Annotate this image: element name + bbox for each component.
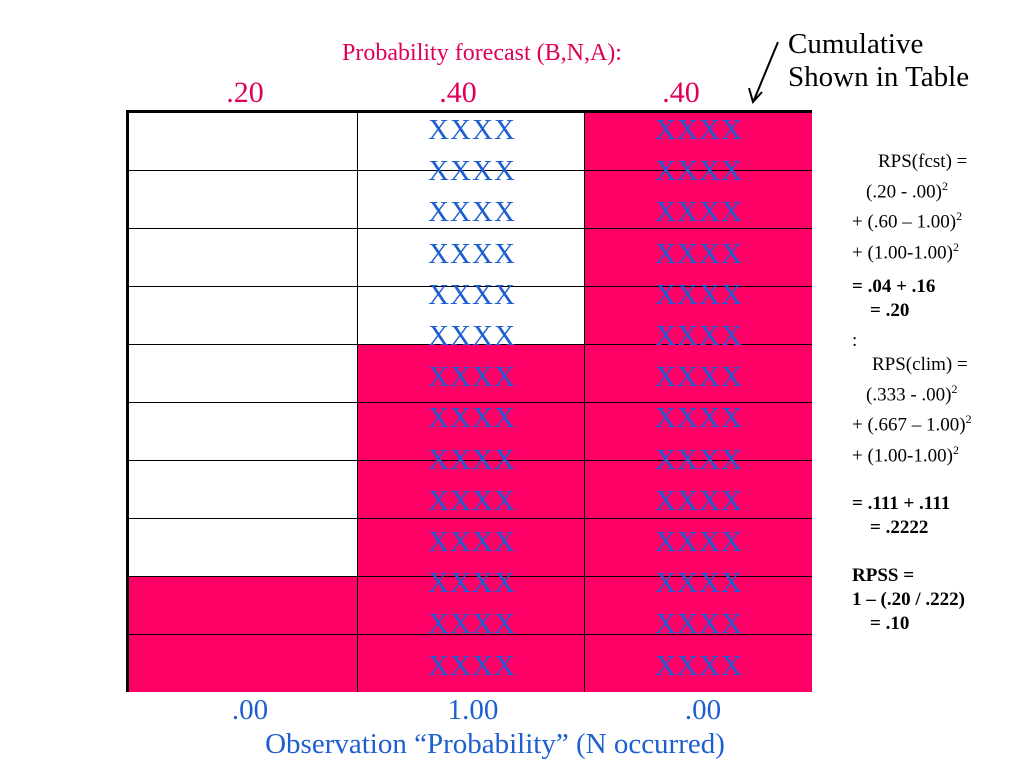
rps-clim-heading: RPS(clim) = (872, 353, 968, 375)
x-mark: XXXX (655, 278, 743, 311)
table-cell-filled (585, 461, 812, 519)
x-mark: XXXX (428, 196, 516, 229)
observation-value-b: .00 (231, 694, 269, 726)
table-cell (358, 113, 585, 171)
x-mark: XXXX (428, 608, 516, 641)
table-cell (129, 113, 358, 171)
x-mark: XXXX (655, 484, 743, 517)
x-mark: XXXX (428, 320, 516, 352)
rps-clim-term-2: + (.667 – 1.00)2 (852, 412, 972, 436)
x-mark: XXXX (655, 237, 743, 270)
x-mark: XXXX (428, 278, 516, 311)
table-cell (358, 171, 585, 229)
table-cell-filled (129, 577, 358, 635)
rps-clim-term-1: (.333 - .00)2 (866, 381, 958, 406)
cumulative-probability-table: XXXX XXXX XXXX XXXX XXXX XXXX XXXX XXXX XXXX XXXX… (126, 110, 812, 692)
table-cell-filled (358, 345, 585, 403)
observation-value-a: .00 (684, 694, 722, 726)
x-mark: XXXX (655, 608, 743, 641)
table-cell-filled (585, 113, 812, 171)
table-cell (129, 171, 358, 229)
x-mark: XXXX (655, 361, 743, 394)
cumulative-note: Cumulative Shown in Table (788, 28, 969, 94)
x-mark: XXXX (655, 155, 743, 188)
rps-calculation: RPS(fcst) = (.20 - .00)2 + (.60 – 1.00)2… (852, 150, 1022, 636)
x-mark: XXXX (655, 402, 743, 435)
table-cell-filled (585, 577, 812, 635)
forecast-value-n: .40 (439, 76, 477, 109)
x-mark: XXXX (428, 237, 516, 270)
x-mark: XXXX (655, 196, 743, 229)
rps-clim-result: = .2222 (870, 516, 929, 538)
rps-fcst-term-2: + (.60 – 1.00)2 (852, 209, 963, 233)
x-mark: XXXX (655, 649, 743, 682)
table-cell-filled (585, 635, 812, 692)
x-mark: XXXX (655, 567, 743, 600)
x-mark: XXXX (428, 567, 516, 600)
rps-clim-sum: = .111 + .111 (852, 492, 951, 514)
table-cell-filled (358, 461, 585, 519)
x-mark: XXXX (428, 361, 516, 394)
table-cell (129, 229, 358, 287)
observation-label: Observation “Probability” (N occurred) (265, 728, 725, 760)
rps-fcst-result: = .20 (870, 299, 910, 321)
x-mark: XXXX (428, 484, 516, 517)
forecast-value-a: .40 (662, 76, 700, 109)
table-cell (129, 519, 358, 577)
observation-value-n: 1.00 (447, 694, 499, 726)
x-mark: XXXX (428, 114, 516, 146)
table-cell (129, 403, 358, 461)
cumulative-note-line1: Cumulative (788, 28, 924, 60)
table-cell-filled (585, 403, 812, 461)
rpss-result: = .10 (870, 612, 910, 634)
forecast-value-b: .20 (226, 76, 264, 109)
x-mark: XXXX (655, 320, 743, 352)
table-cell-filled (129, 635, 358, 692)
table-cell-filled (585, 229, 812, 287)
table-cell-filled (585, 171, 812, 229)
table-cell (129, 461, 358, 519)
table-cell-filled (585, 287, 812, 345)
x-mark: XXXX (655, 526, 743, 558)
x-mark: XXXX (428, 649, 516, 682)
rps-fcst-term-3: + (1.00-1.00)2 (852, 239, 959, 263)
rps-fcst-heading: RPS(fcst) = (878, 151, 968, 172)
forecast-title: Probability forecast (B,N,A): (342, 40, 622, 66)
x-mark: XXXX (428, 402, 516, 435)
table-cell-filled (585, 519, 812, 577)
cumulative-note-line2: Shown in Table (788, 61, 970, 93)
x-mark: XXXX (428, 443, 516, 476)
table-cell (129, 345, 358, 403)
rps-fcst-term-1: (.20 - .00)2 (866, 179, 948, 203)
table-cell-filled (358, 519, 585, 577)
x-mark: XXXX (428, 155, 516, 188)
rpss-formula: 1 – (.20 / .222) (852, 588, 965, 610)
x-mark: XXXX (655, 443, 743, 476)
table-cell-filled (585, 345, 812, 403)
rps-fcst-sum: = .04 + .16 (852, 275, 936, 297)
table-cell-filled (358, 635, 585, 692)
table-cell (129, 287, 358, 345)
rps-clim-term-3: + (1.00-1.00)2 (852, 442, 959, 466)
rpss-heading: RPSS = (852, 564, 915, 586)
table-cell-filled (358, 403, 585, 461)
x-mark: XXXX (428, 526, 516, 558)
table-cell (358, 229, 585, 287)
table-cell (358, 287, 585, 345)
x-mark: XXXX (655, 114, 743, 146)
arrow-icon (748, 41, 779, 105)
table-cell-filled (358, 577, 585, 635)
separator-colon: : (852, 329, 858, 351)
